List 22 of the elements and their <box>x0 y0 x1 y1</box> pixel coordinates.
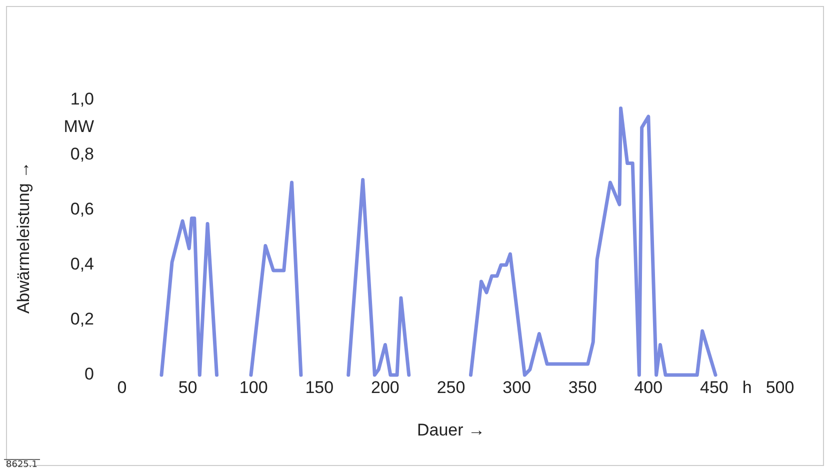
y-tick-label: 0,6 <box>70 200 94 219</box>
y-tick-label: 0 <box>84 364 94 384</box>
x-axis-title: Dauer → <box>416 420 486 440</box>
x-tick-label: 150 <box>305 378 334 397</box>
x-tick-label: 400 <box>634 378 663 397</box>
x-tick-label: 450 <box>700 378 728 397</box>
y-tick-label: 0,2 <box>70 310 94 329</box>
y-tick-label: 0,8 <box>70 144 94 164</box>
x-tick-label: 500 <box>766 378 794 397</box>
y-tick-label: 1,0 <box>70 90 94 109</box>
x-tick-label: 200 <box>371 378 400 397</box>
x-tick-label: 0 <box>117 378 127 397</box>
y-tick-label: MW <box>64 117 94 136</box>
x-tick-label: 50 <box>178 378 198 397</box>
text: 8625.1 <box>4 459 40 470</box>
x-tick-label: h <box>742 378 752 397</box>
y-axis-title: Abwärmeleistung → <box>14 161 33 314</box>
x-tick-label: 250 <box>436 378 466 397</box>
x-tick-label: 300 <box>502 378 531 397</box>
x-tick-label: 350 <box>568 378 597 397</box>
y-tick-label: 0,4 <box>70 254 94 274</box>
x-tick-label: 100 <box>239 378 268 397</box>
